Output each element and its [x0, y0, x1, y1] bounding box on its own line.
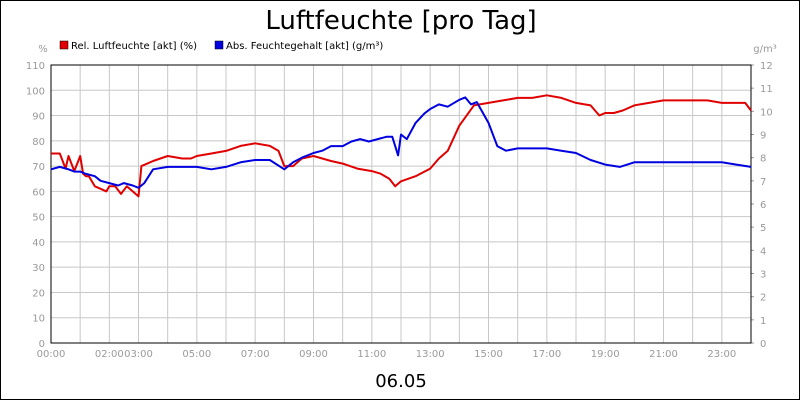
chart-title: Luftfeuchte [pro Tag] — [265, 6, 536, 36]
right-tick-label: 9 — [760, 131, 766, 142]
right-tick-label: 2 — [760, 293, 766, 304]
left-tick-label: 100 — [26, 86, 45, 97]
left-tick-label: 80 — [32, 137, 45, 148]
series-line-abs-humidity — [50, 96, 752, 189]
series-line-rel-humidity — [51, 94, 752, 198]
left-axis-ticks: 0 10 20 30 40 50 60 70 80 90 100 110 — [26, 61, 45, 350]
right-tick-label: 7 — [760, 177, 766, 188]
right-tick-label: 0 — [760, 339, 766, 350]
legend-label-rel: Rel. Luftfeuchte [akt] (%) — [71, 41, 197, 52]
left-tick-label: 110 — [26, 61, 45, 72]
right-tick-label: 10 — [760, 107, 773, 118]
x-tick-label: 02:00 — [95, 349, 124, 360]
left-tick-label: 50 — [32, 213, 45, 224]
x-tick-label: 07:00 — [241, 349, 270, 360]
left-tick-label: 40 — [32, 238, 45, 249]
right-axis-unit: g/m³ — [753, 44, 776, 55]
plot-border — [50, 64, 752, 344]
date-label: 06.05 — [375, 371, 427, 392]
grid — [50, 64, 752, 344]
left-axis-unit: % — [38, 44, 48, 55]
right-tick-label: 8 — [760, 154, 766, 165]
right-tick-label: 5 — [760, 223, 766, 234]
left-tick-label: 30 — [32, 263, 45, 274]
x-tick-label: 19:00 — [591, 349, 620, 360]
left-tick-label: 90 — [32, 112, 45, 123]
x-tick-label: 11:00 — [357, 349, 386, 360]
left-tick-label: 20 — [32, 288, 45, 299]
x-tick-label: 21:00 — [649, 349, 678, 360]
x-tick-label: 13:00 — [416, 349, 445, 360]
x-tick-label: 00:00 — [37, 349, 66, 360]
right-tick-label: 1 — [760, 316, 766, 327]
legend-label-abs: Abs. Feuchtegehalt [akt] (g/m³) — [226, 41, 383, 52]
right-tick-label: 12 — [760, 61, 773, 72]
x-axis-ticks: 00:00 02:00 03:00 05:00 07:00 09:00 11:00 13:00… — [37, 349, 737, 360]
left-tick-label: 70 — [32, 162, 45, 173]
legend-swatch-rel — [59, 40, 69, 50]
x-tick-label: 05:00 — [182, 349, 211, 360]
left-tick-label: 60 — [32, 187, 45, 198]
x-tick-label: 15:00 — [474, 349, 503, 360]
x-tick-label: 23:00 — [707, 349, 736, 360]
left-tick-label: 10 — [32, 314, 45, 325]
right-tick-label: 3 — [760, 270, 766, 281]
series-lines — [50, 94, 752, 198]
x-tick-label: 09:00 — [299, 349, 328, 360]
x-tick-label: 03:00 — [124, 349, 153, 360]
right-tick-label: 4 — [760, 246, 766, 257]
x-tick-label: 17:00 — [532, 349, 561, 360]
right-tick-label: 6 — [760, 200, 766, 211]
legend-swatch-abs — [214, 40, 224, 50]
right-tick-label: 11 — [760, 84, 773, 95]
left-tick-label: 0 — [39, 339, 45, 350]
